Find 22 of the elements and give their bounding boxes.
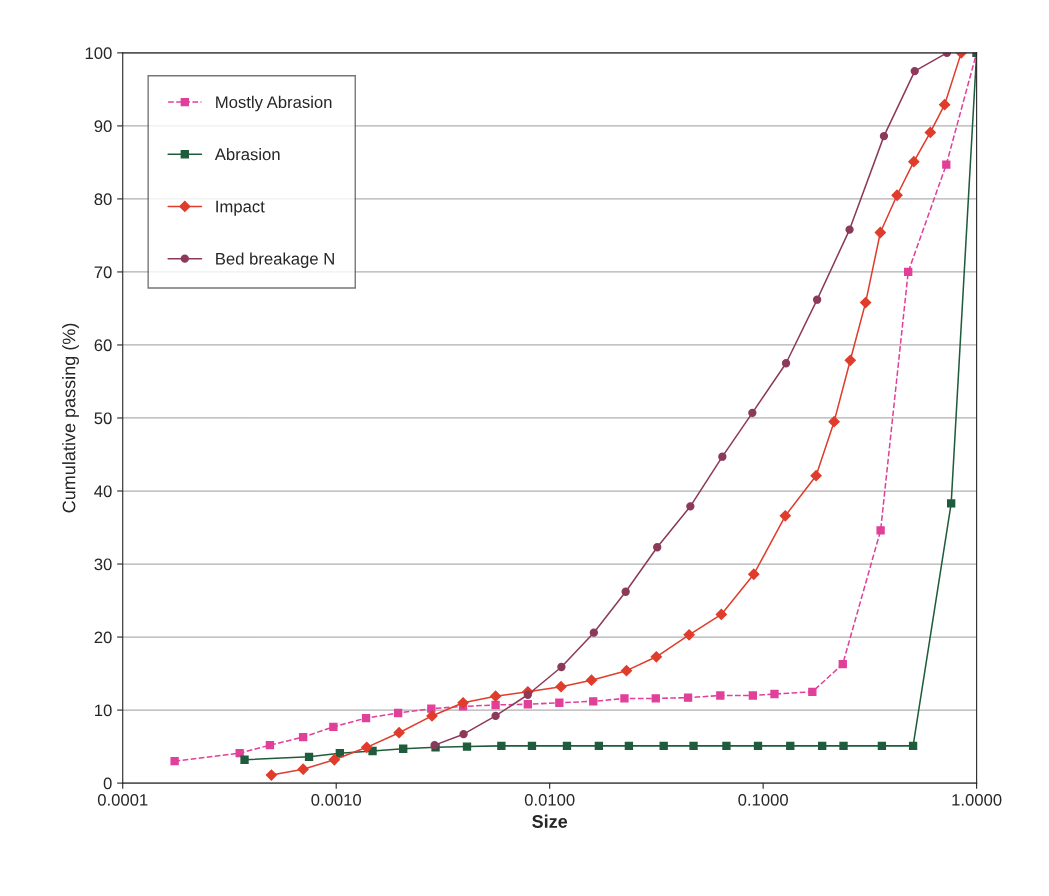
- y-tick-label: 20: [94, 631, 112, 644]
- legend-label: Bed breakage N: [216, 252, 334, 268]
- x-tick-label: 1.0000: [952, 793, 1002, 806]
- y-tick-label: 100: [85, 47, 112, 60]
- legend-label: Mostly Abrasion: [216, 95, 332, 112]
- x-axis-title: Size: [532, 814, 568, 828]
- y-axis-title: Cumulative passing (%): [62, 323, 79, 513]
- y-tick-label: 30: [94, 558, 112, 571]
- y-tick-label: 60: [94, 339, 112, 352]
- y-tick-label: 80: [94, 193, 112, 206]
- x-tick-label: 0.0100: [524, 793, 575, 806]
- y-tick-label: 70: [94, 266, 112, 279]
- y-tick-label: 40: [94, 485, 112, 498]
- y-tick-label: 10: [95, 704, 112, 717]
- x-tick-label: 0.1000: [738, 793, 788, 806]
- y-tick-label: 90: [94, 120, 112, 133]
- legend-label: Abrasion: [214, 148, 280, 161]
- x-tick-label: 0.0010: [311, 793, 362, 806]
- legend-label: Impact: [216, 200, 265, 216]
- x-tick-label: 0.0001: [97, 793, 148, 806]
- y-tick-label: 0: [103, 777, 112, 790]
- y-tick-label: 50: [94, 412, 112, 425]
